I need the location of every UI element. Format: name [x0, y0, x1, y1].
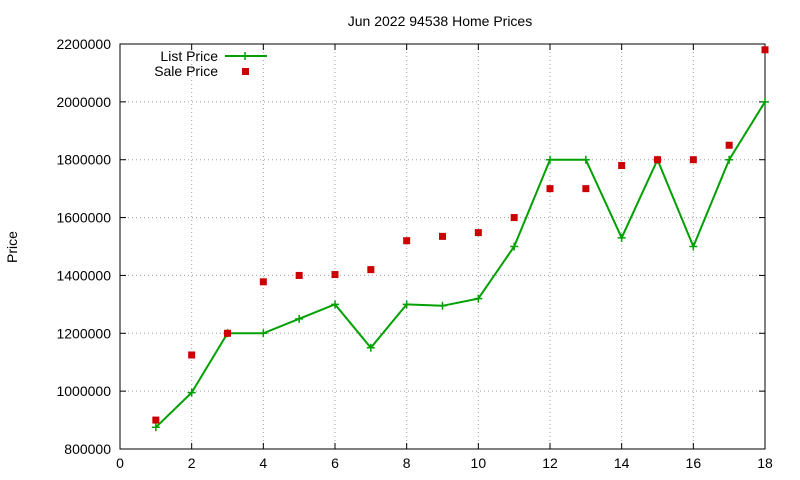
sale-price-point — [654, 156, 661, 164]
y-tick-label: 1200000 — [56, 325, 111, 341]
x-tick-label: 16 — [686, 455, 702, 471]
x-tick-label: 8 — [403, 455, 411, 471]
grid-lines — [120, 44, 765, 449]
sale-price-point — [403, 237, 411, 245]
sale-price-point — [510, 214, 518, 222]
x-tick-label: 10 — [471, 455, 487, 471]
sale-price-point — [618, 162, 626, 169]
sale-price-point — [761, 46, 769, 54]
x-tick-label: 14 — [614, 455, 630, 471]
sale-price-point — [331, 271, 339, 279]
list-price-point — [546, 155, 554, 164]
sale-price-point — [474, 229, 482, 237]
list-price-point — [187, 388, 196, 397]
x-tick-label: 4 — [259, 455, 267, 471]
list-price-point — [761, 97, 769, 106]
x-tick-label: 12 — [542, 455, 558, 471]
sale-price-point — [439, 232, 446, 240]
y-tick-label: 800000 — [64, 441, 111, 457]
series-layer — [151, 46, 769, 432]
list-price-point — [366, 343, 375, 352]
list-price-point — [510, 242, 519, 251]
sale-price-point — [582, 185, 590, 193]
list-price-line — [155, 101, 766, 429]
y-axis-ticks: 800000 1000000 1200000 1400000 1600000 180000… — [56, 36, 765, 457]
legend-label-list-price: List Price — [160, 48, 218, 64]
y-axis-label: Price — [4, 231, 20, 263]
x-tick-label: 18 — [757, 455, 773, 471]
chart-title: Jun 2022 94538 Home Prices — [348, 13, 532, 29]
x-tick-label: 2 — [188, 455, 196, 471]
sale-price-point — [546, 185, 554, 193]
sale-price-point — [295, 271, 303, 279]
plot-frame — [119, 43, 766, 450]
sale-price-point — [259, 278, 267, 286]
legend-label-sale-price: Sale Price — [154, 63, 218, 79]
y-tick-label: 1800000 — [56, 152, 111, 168]
list-price-point — [295, 314, 304, 323]
sale-price-point — [367, 266, 375, 274]
sale-price-point — [152, 416, 160, 424]
x-tick-label: 0 — [116, 455, 124, 471]
y-tick-label: 2200000 — [56, 36, 111, 52]
list-price-point — [474, 294, 483, 303]
legend-marker-sale-price — [242, 68, 249, 75]
list-price-point — [617, 233, 626, 242]
list-price-point — [151, 423, 160, 432]
y-tick-label: 1000000 — [56, 383, 111, 399]
list-price-point — [725, 155, 734, 164]
sale-price-point — [725, 141, 733, 149]
list-price-point — [438, 301, 447, 310]
y-tick-label: 1600000 — [56, 210, 111, 226]
list-price-point — [689, 242, 698, 251]
sale-price-point — [689, 156, 697, 164]
x-tick-label: 6 — [331, 455, 339, 471]
x-axis-ticks: 0 2 4 6 8 10 12 14 16 18 — [116, 44, 773, 471]
list-price-point — [259, 329, 268, 338]
legend: List Price Sale Price — [154, 48, 267, 79]
legend-marker-list-price — [241, 52, 249, 60]
y-tick-label: 2000000 — [56, 94, 111, 110]
list-price-point — [581, 155, 590, 164]
sale-price-point — [224, 329, 231, 337]
list-price-point — [402, 300, 411, 309]
list-price-point — [331, 300, 339, 309]
y-tick-label: 1400000 — [56, 267, 111, 283]
sale-price-point — [188, 351, 196, 359]
